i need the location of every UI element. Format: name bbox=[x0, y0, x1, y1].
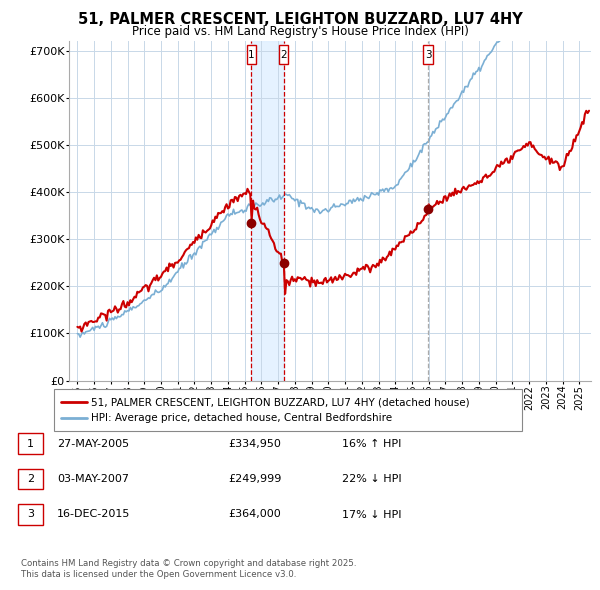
Text: 3: 3 bbox=[27, 510, 34, 519]
Text: HPI: Average price, detached house, Central Bedfordshire: HPI: Average price, detached house, Cent… bbox=[91, 413, 392, 422]
FancyBboxPatch shape bbox=[247, 45, 256, 64]
Text: 16-DEC-2015: 16-DEC-2015 bbox=[57, 510, 130, 519]
Text: 16% ↑ HPI: 16% ↑ HPI bbox=[342, 439, 401, 448]
Text: 2: 2 bbox=[280, 50, 287, 60]
Text: £364,000: £364,000 bbox=[228, 510, 281, 519]
Text: This data is licensed under the Open Government Licence v3.0.: This data is licensed under the Open Gov… bbox=[21, 571, 296, 579]
Bar bbox=[251, 41, 284, 381]
Text: £249,999: £249,999 bbox=[228, 474, 281, 484]
Text: 3: 3 bbox=[425, 50, 431, 60]
Text: 17% ↓ HPI: 17% ↓ HPI bbox=[342, 510, 401, 519]
FancyBboxPatch shape bbox=[424, 45, 433, 64]
Text: 2: 2 bbox=[27, 474, 34, 484]
Text: 1: 1 bbox=[27, 439, 34, 448]
Text: 22% ↓ HPI: 22% ↓ HPI bbox=[342, 474, 401, 484]
Text: £334,950: £334,950 bbox=[228, 439, 281, 448]
Text: 03-MAY-2007: 03-MAY-2007 bbox=[57, 474, 129, 484]
Text: 1: 1 bbox=[248, 50, 254, 60]
Text: Price paid vs. HM Land Registry's House Price Index (HPI): Price paid vs. HM Land Registry's House … bbox=[131, 25, 469, 38]
Text: Contains HM Land Registry data © Crown copyright and database right 2025.: Contains HM Land Registry data © Crown c… bbox=[21, 559, 356, 568]
Text: 51, PALMER CRESCENT, LEIGHTON BUZZARD, LU7 4HY: 51, PALMER CRESCENT, LEIGHTON BUZZARD, L… bbox=[77, 12, 523, 27]
Text: 27-MAY-2005: 27-MAY-2005 bbox=[57, 439, 129, 448]
Text: 51, PALMER CRESCENT, LEIGHTON BUZZARD, LU7 4HY (detached house): 51, PALMER CRESCENT, LEIGHTON BUZZARD, L… bbox=[91, 398, 470, 407]
FancyBboxPatch shape bbox=[279, 45, 289, 64]
